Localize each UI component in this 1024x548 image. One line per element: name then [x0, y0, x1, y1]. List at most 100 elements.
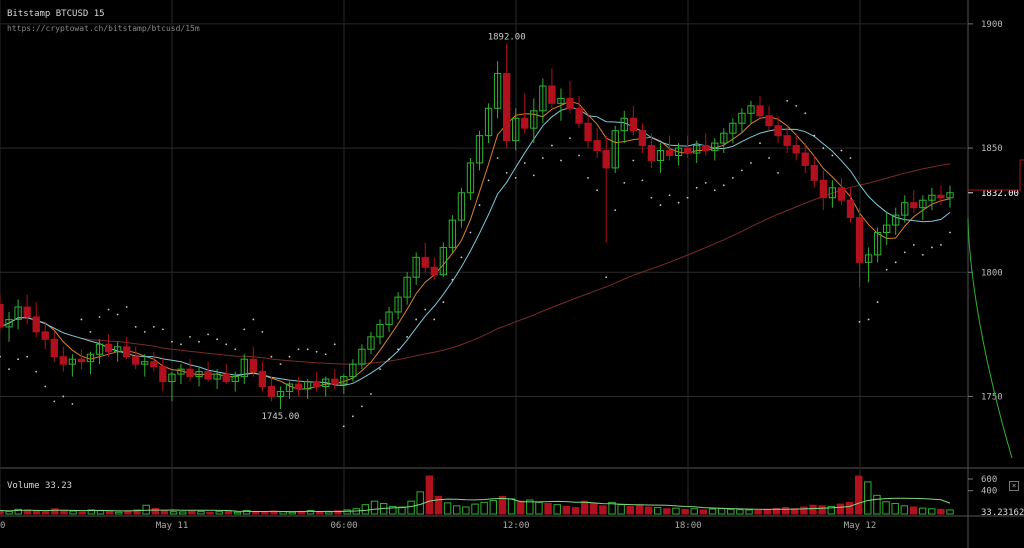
- sar-dot: [8, 368, 10, 371]
- sar-dot: [560, 159, 562, 162]
- sar-dot: [614, 209, 617, 212]
- last-price-label: 1832.00: [981, 189, 1019, 199]
- candle-down: [23, 306, 31, 318]
- chart-title: Bitstamp BTCUSD 15: [7, 9, 105, 19]
- candle-down: [638, 130, 647, 147]
- candle-up: [86, 353, 95, 363]
- sar-dot: [143, 330, 146, 333]
- volume-bar: [425, 475, 434, 515]
- sar-dot: [949, 231, 951, 234]
- candle-up: [367, 336, 375, 350]
- sar-dot: [514, 176, 517, 179]
- volume-bar: [818, 505, 826, 515]
- candle-down: [503, 73, 511, 142]
- candle-up: [322, 378, 330, 388]
- volume-bar: [681, 508, 689, 515]
- volume-bar: [507, 498, 516, 515]
- candle-down: [937, 194, 945, 199]
- sar-dot: [541, 157, 544, 159]
- close-icon[interactable]: ×: [1009, 481, 1019, 491]
- volume-bar: [854, 475, 863, 515]
- volume-label: Volume 33.23: [7, 481, 72, 491]
- volume-bar: [800, 506, 808, 515]
- volume-bar: [708, 508, 717, 515]
- volume-bar: [937, 508, 945, 515]
- sar-dot: [894, 261, 897, 264]
- sar-dot: [406, 335, 409, 338]
- sar-dot: [451, 278, 454, 281]
- candle-up: [303, 381, 312, 390]
- sar-dot: [71, 403, 74, 405]
- candle-down: [331, 378, 339, 385]
- volume-bar: [288, 511, 297, 515]
- candle-up: [231, 376, 239, 383]
- sar-dot: [931, 246, 933, 249]
- candle-up: [448, 219, 457, 248]
- y-tick-label: 1750: [981, 392, 1003, 402]
- ma-fast-line: [0, 100, 951, 391]
- sar-dot: [632, 159, 635, 162]
- volume-bar: [316, 511, 324, 515]
- sar-dot: [315, 350, 318, 353]
- y-tick-label: 1850: [981, 144, 1003, 154]
- sar-dot: [171, 340, 173, 343]
- ma-slow-line: [0, 107, 951, 387]
- volume-bar: [809, 504, 817, 515]
- volume-bar: [526, 499, 534, 515]
- sar-dot: [578, 154, 580, 157]
- sar-dot: [379, 368, 381, 371]
- sar-dot: [605, 276, 608, 279]
- sar-dot: [279, 363, 282, 366]
- candle-up: [195, 371, 203, 378]
- candle-up: [394, 296, 402, 313]
- candle-up: [693, 145, 701, 154]
- candle-up: [883, 224, 891, 234]
- volume-bar: [169, 511, 178, 515]
- sar-dot: [921, 253, 924, 256]
- volume-bar: [571, 507, 580, 515]
- volume-bar: [608, 501, 616, 515]
- bid-depth-line: [967, 217, 1013, 459]
- volume-bar: [590, 503, 598, 515]
- candle-up: [349, 363, 357, 378]
- volume-bar: [197, 510, 205, 515]
- candle-down: [222, 373, 230, 383]
- candle-down: [575, 107, 583, 124]
- sar-dot: [424, 308, 427, 311]
- volume-tick-label: 600: [981, 475, 997, 485]
- volume-bar: [325, 511, 333, 515]
- candle-up: [95, 343, 104, 355]
- volume-bar: [151, 507, 159, 515]
- volume-bar: [891, 503, 899, 515]
- candle-up: [14, 306, 22, 320]
- sar-dot: [831, 154, 834, 157]
- sar-dot: [804, 112, 807, 115]
- sar-dot: [297, 348, 300, 351]
- chart-url[interactable]: https://cryptowat.ch/bitstamp/btcusd/15m: [7, 24, 200, 33]
- y-tick-label: 1900: [981, 20, 1003, 30]
- sar-dot: [26, 355, 29, 358]
- sar-dot: [433, 318, 436, 321]
- volume-bar: [471, 503, 479, 515]
- sar-dot: [903, 251, 906, 254]
- candle-down: [584, 122, 592, 142]
- candle-down: [810, 164, 818, 181]
- candle-up: [5, 318, 13, 328]
- candle-down: [756, 105, 764, 117]
- volume-bar: [5, 510, 13, 515]
- sar-dot: [731, 176, 734, 179]
- candle-down: [846, 199, 855, 219]
- candle-down: [267, 386, 276, 397]
- sar-dot: [623, 181, 626, 184]
- sar-dot: [44, 385, 47, 388]
- candle-down: [629, 117, 638, 132]
- volume-bar: [562, 505, 571, 515]
- candle-up: [873, 232, 882, 256]
- sar-dot: [523, 162, 526, 164]
- volume-last-label: 33.231628: [981, 508, 1024, 518]
- sar-dot: [551, 144, 553, 147]
- sar-dot: [487, 179, 490, 182]
- volume-bar: [544, 503, 552, 515]
- volume-tick-label: 400: [981, 487, 997, 497]
